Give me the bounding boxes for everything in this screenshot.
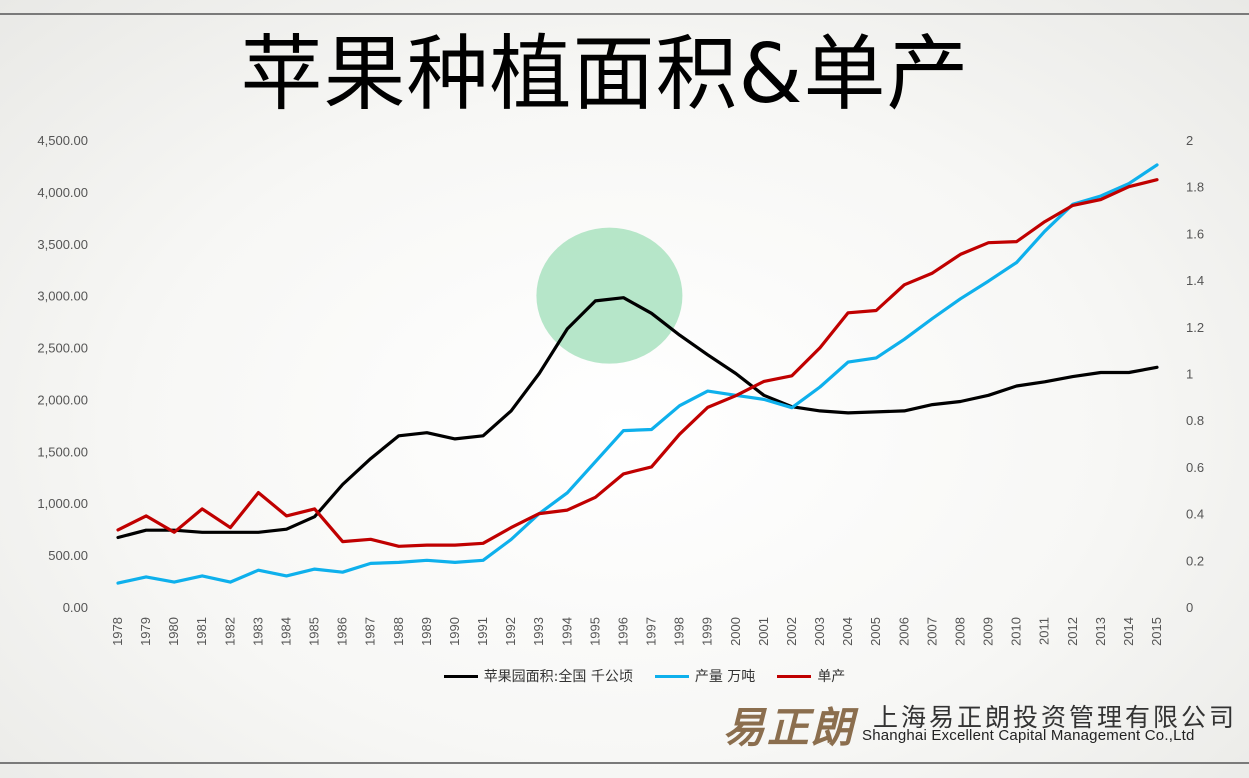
y-right-tick-label: 1.2 <box>1186 320 1204 335</box>
x-tick-label: 2002 <box>784 617 799 646</box>
x-tick-label: 2012 <box>1065 617 1080 646</box>
legend-label-area: 苹果园面积:全国 千公顷 <box>483 669 633 685</box>
chart-title: 苹果种植面积&单产 <box>240 27 970 122</box>
y-left-tick-label: 4,500.00 <box>37 133 88 148</box>
x-tick-label: 1989 <box>419 617 434 646</box>
x-tick-label: 1982 <box>222 617 237 646</box>
y-left-tick-label: 1,500.00 <box>37 444 88 459</box>
x-tick-label: 2000 <box>728 617 743 646</box>
company-logo-mark: 易正朗 <box>723 703 856 752</box>
x-tick-label: 1994 <box>559 617 574 646</box>
y-right-tick-label: 0.6 <box>1186 460 1204 475</box>
y-left-tick-label: 3,000.00 <box>37 289 88 304</box>
x-tick-label: 2013 <box>1093 617 1108 646</box>
x-tick-label: 2015 <box>1149 617 1164 646</box>
legend-label-production: 产量 万吨 <box>694 669 756 685</box>
x-tick-label: 1978 <box>110 617 125 646</box>
x-tick-label: 1987 <box>363 617 378 646</box>
y-right-tick-label: 1.8 <box>1186 180 1204 195</box>
series-line-1 <box>116 163 1159 585</box>
x-tick-label: 1998 <box>672 617 687 646</box>
x-tick-label: 1995 <box>587 617 602 646</box>
legend-swatch-yield <box>777 674 812 678</box>
x-tick-label: 2005 <box>868 617 883 646</box>
x-tick-label: 1993 <box>531 617 546 646</box>
x-tick-label: 1983 <box>250 617 265 646</box>
x-tick-label: 2009 <box>981 617 996 646</box>
y-right-tick-label: 1.6 <box>1186 226 1204 241</box>
y-right-tick-label: 2 <box>1186 133 1193 148</box>
x-tick-label: 1988 <box>391 617 406 646</box>
y-left-tick-label: 2,000.00 <box>37 392 88 407</box>
legend-swatch-production <box>654 674 689 678</box>
legend-item-production: 产量 万吨 <box>654 666 756 686</box>
x-tick-label: 2007 <box>924 617 939 646</box>
y-right-tick-label: 0.2 <box>1186 553 1204 568</box>
x-tick-label: 1984 <box>278 617 293 646</box>
series-line-0 <box>116 296 1159 540</box>
y-left-tick-label: 4,000.00 <box>37 185 88 200</box>
company-name-cn: 上海易正朗投资管理有限公司 <box>873 703 1238 732</box>
x-tick-label: 2001 <box>756 617 771 646</box>
x-tick-label: 1986 <box>335 617 350 646</box>
legend-item-yield: 单产 <box>777 666 845 686</box>
x-tick-label: 2008 <box>952 617 967 646</box>
x-tick-label: 1981 <box>194 617 209 646</box>
legend-label-yield: 单产 <box>817 669 846 685</box>
x-tick-label: 1985 <box>307 617 322 646</box>
x-tick-label: 1999 <box>700 617 715 646</box>
x-tick-label: 2011 <box>1037 617 1052 645</box>
y-right-tick-label: 1.4 <box>1186 273 1204 288</box>
y-right-tick-label: 0 <box>1186 600 1193 615</box>
bottom-border-line <box>0 762 1249 764</box>
legend-swatch-area <box>443 674 478 678</box>
x-tick-label: 2006 <box>896 617 911 646</box>
company-name-en: Shanghai Excellent Capital Management Co… <box>862 727 1195 744</box>
x-tick-label: 1992 <box>503 617 518 646</box>
y-left-tick-label: 3,500.00 <box>37 237 88 252</box>
highlight-circle <box>536 227 683 364</box>
x-tick-label: 2003 <box>812 617 827 646</box>
x-tick-label: 1991 <box>475 617 490 646</box>
legend-item-area: 苹果园面积:全国 千公顷 <box>443 666 633 686</box>
y-right-tick-label: 1 <box>1186 367 1193 382</box>
x-tick-label: 2014 <box>1121 617 1136 646</box>
y-left-tick-label: 500.00 <box>48 548 88 563</box>
y-left-tick-label: 0.00 <box>63 600 88 615</box>
x-tick-label: 1979 <box>138 617 153 646</box>
x-tick-label: 2010 <box>1009 617 1024 646</box>
x-tick-label: 1980 <box>166 617 181 646</box>
x-tick-label: 1997 <box>644 617 659 646</box>
x-tick-label: 2004 <box>840 617 855 646</box>
x-tick-label: 1990 <box>447 617 462 646</box>
y-right-tick-label: 0.4 <box>1186 507 1204 522</box>
y-right-tick-label: 0.8 <box>1186 413 1204 428</box>
y-left-tick-label: 2,500.00 <box>37 341 88 356</box>
y-left-tick-label: 1,000.00 <box>37 496 88 511</box>
series-line-2 <box>116 178 1159 548</box>
chart-legend: 苹果园面积:全国 千公顷 产量 万吨 单产 <box>0 666 1249 686</box>
top-border-line <box>0 13 1249 15</box>
x-tick-label: 1996 <box>615 617 630 646</box>
